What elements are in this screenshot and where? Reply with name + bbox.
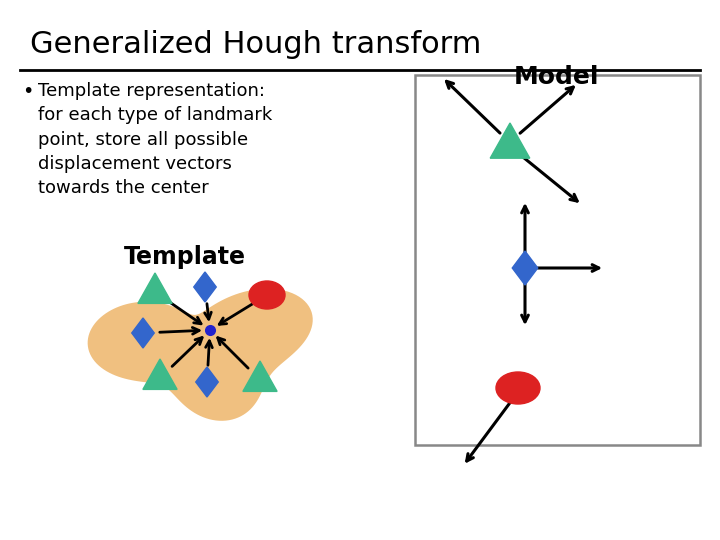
Text: Generalized Hough transform: Generalized Hough transform bbox=[30, 30, 482, 59]
Text: •: • bbox=[22, 82, 33, 101]
Ellipse shape bbox=[249, 281, 285, 309]
Polygon shape bbox=[196, 367, 218, 397]
Text: Template representation:
for each type of landmark
point, store all possible
dis: Template representation: for each type o… bbox=[38, 82, 272, 197]
Polygon shape bbox=[512, 251, 538, 285]
Polygon shape bbox=[490, 123, 530, 158]
Polygon shape bbox=[194, 272, 216, 302]
Polygon shape bbox=[243, 361, 277, 392]
Polygon shape bbox=[143, 359, 177, 389]
Ellipse shape bbox=[496, 372, 540, 404]
Polygon shape bbox=[132, 318, 154, 348]
Text: Template: Template bbox=[124, 245, 246, 269]
Polygon shape bbox=[88, 289, 312, 421]
Text: Model: Model bbox=[514, 65, 600, 89]
Polygon shape bbox=[138, 273, 172, 303]
Bar bbox=[415, 75, 700, 445]
